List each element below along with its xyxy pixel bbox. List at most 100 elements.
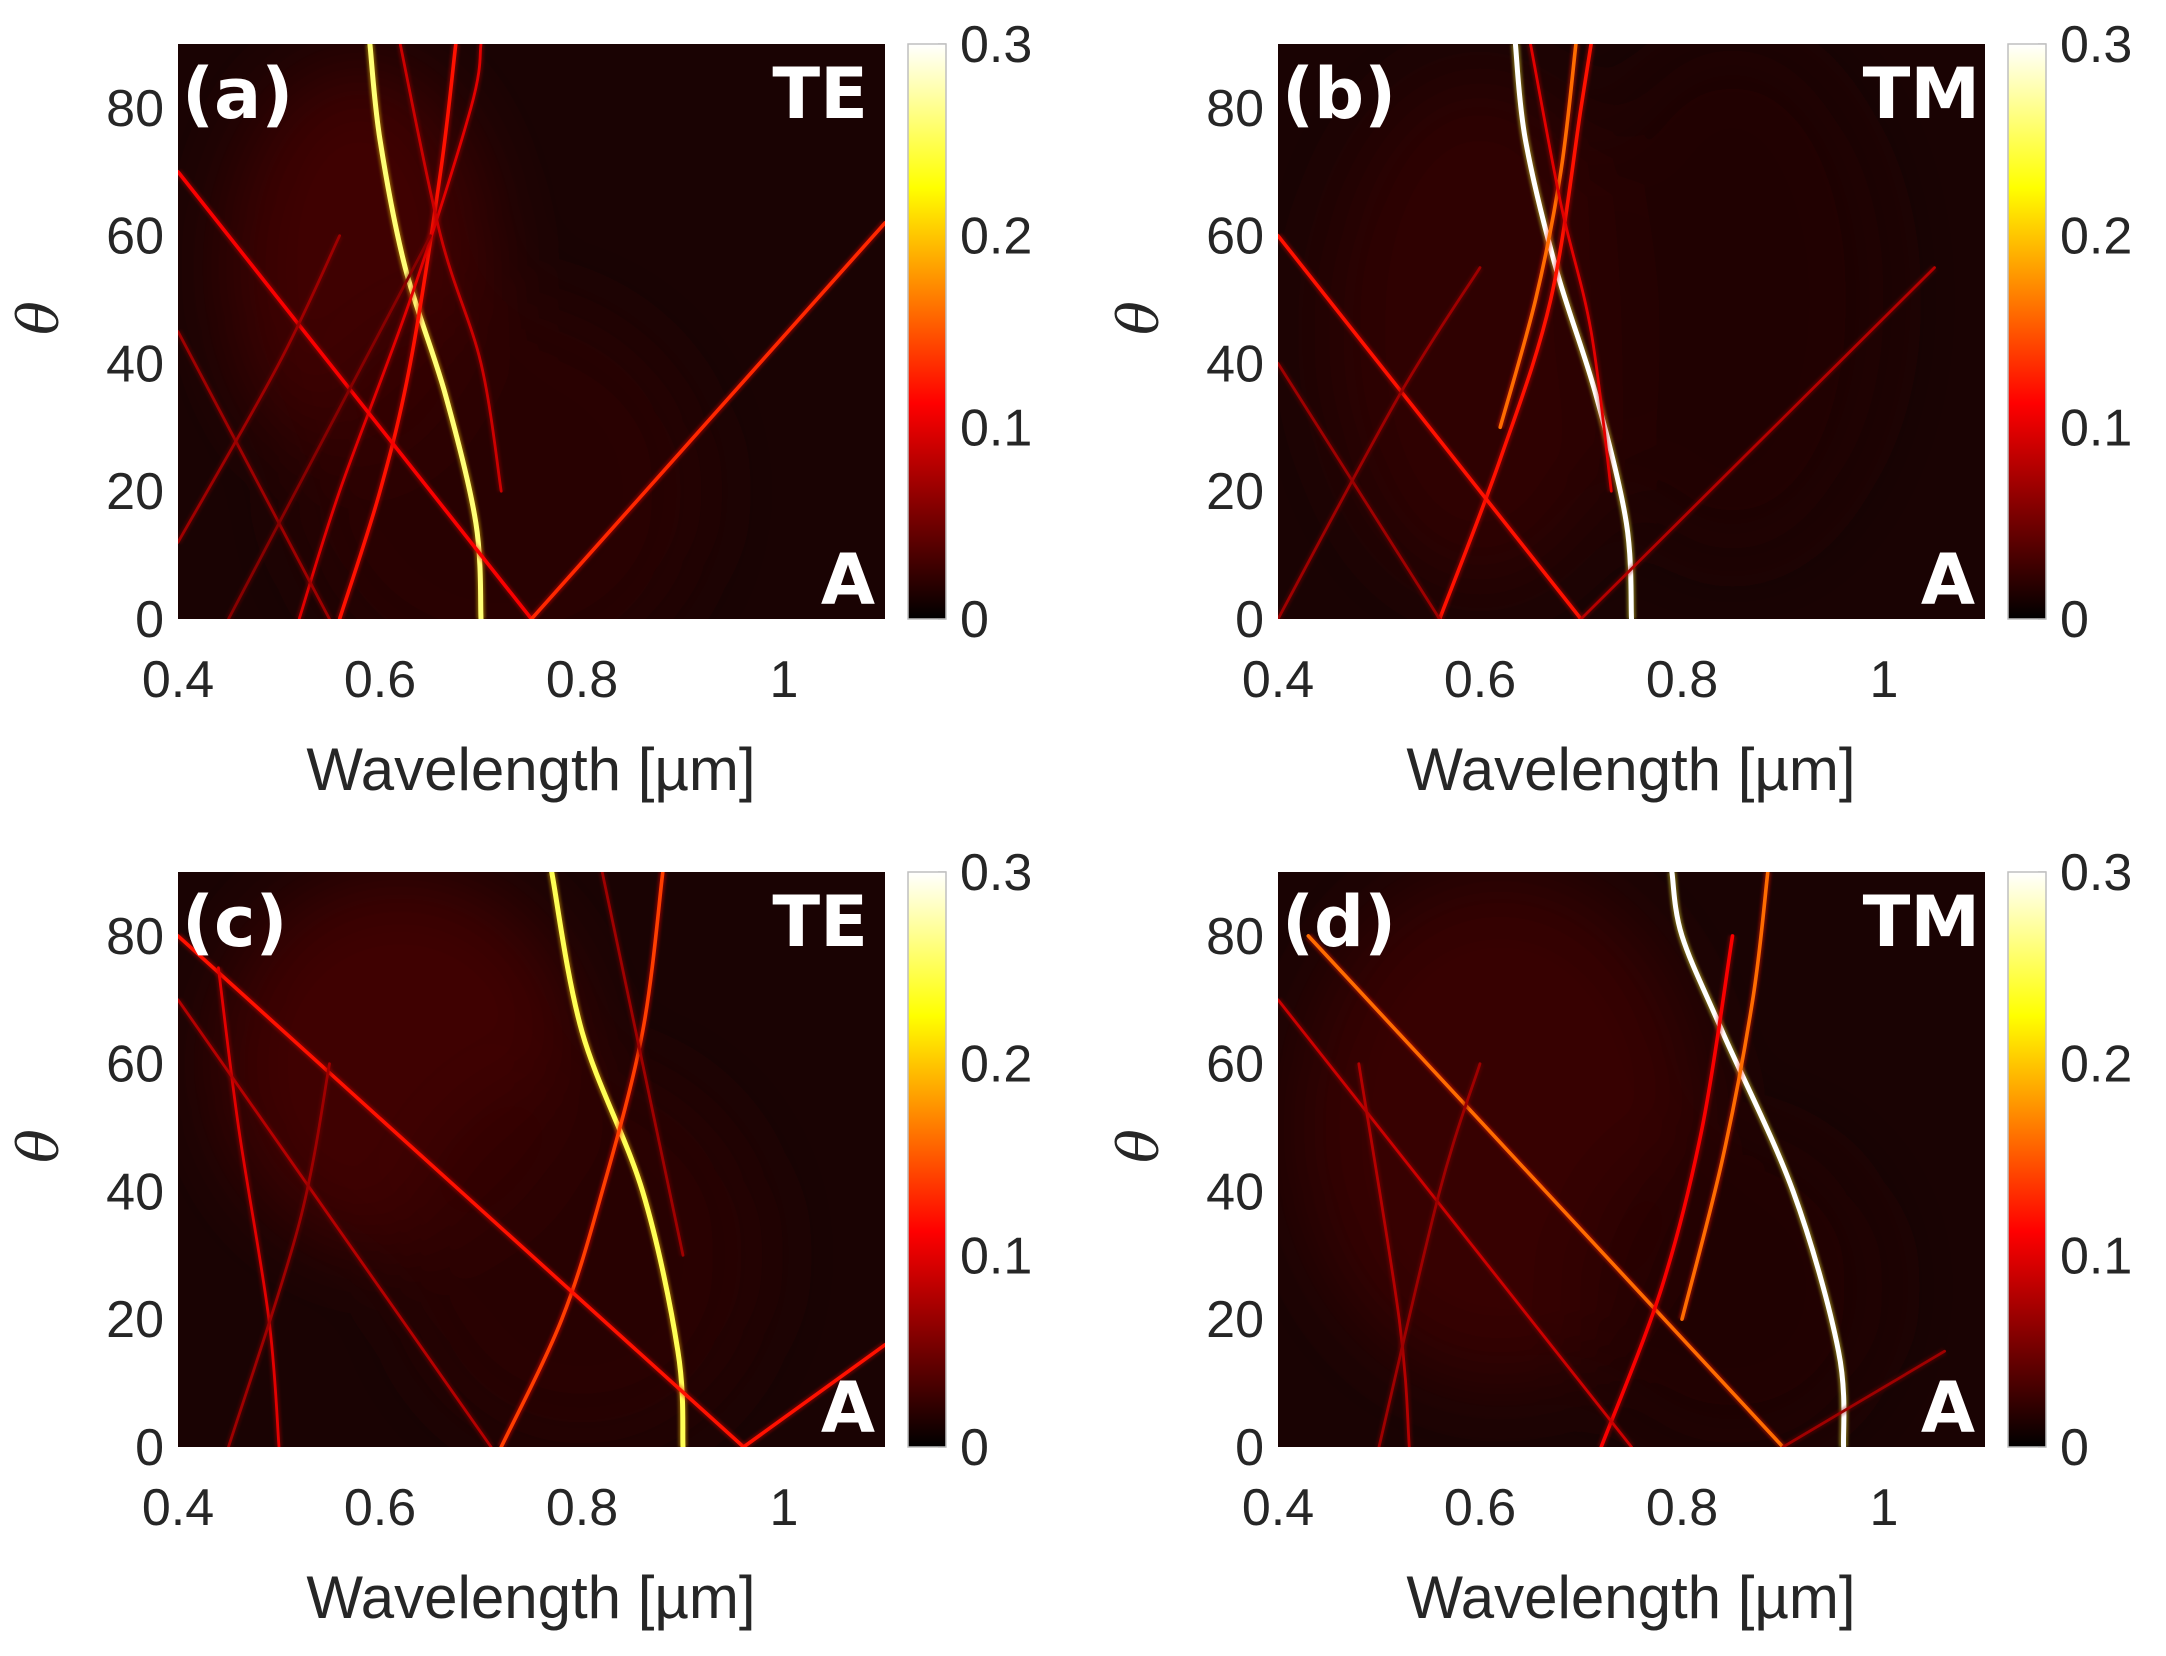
- resonance-curve-diffraction-right: [1578, 265, 1937, 619]
- quantity-label: A: [1921, 539, 1975, 621]
- x-axis-label: Wavelength [µm]: [1406, 1564, 1855, 1631]
- heatmap-chart-b: (b) TM A 0.4 0.6 0.8 1 0 20 40 60 80 0 0.1 0.2 0.3 θ…: [1107, 16, 2132, 803]
- y-tick-label: 40: [106, 335, 164, 393]
- y-tick-label: 60: [106, 208, 164, 266]
- resonance-curve-mode-3: [295, 44, 485, 619]
- colorbar-tick-label: 0.1: [960, 1227, 1032, 1285]
- x-tick-label: 1: [1870, 1479, 1899, 1537]
- panel-label: (d): [1282, 881, 1396, 963]
- colorbar: [907, 43, 947, 620]
- colorbar: [2007, 43, 2047, 620]
- colorbar-tick-label: 0: [960, 1419, 989, 1477]
- colorbar: [2007, 871, 2047, 1448]
- polarization-label: TM: [1863, 881, 1980, 963]
- resonance-curve-mode-5: [1278, 361, 1443, 619]
- resonance-curve-mode-5: [178, 329, 333, 619]
- resonance-curve-mode-4: [1527, 44, 1615, 493]
- background-glow: [1581, 44, 1884, 556]
- resonance-curve-diffraction-left: [1305, 933, 1786, 1447]
- polarization-label: TE: [772, 53, 868, 135]
- resonance-curve-diffraction-right: [1781, 1348, 1947, 1447]
- x-tick-label: 0.8: [546, 651, 618, 709]
- x-tick-label: 0.6: [344, 1479, 416, 1537]
- polarization-label: TM: [1863, 53, 1980, 135]
- resonance-curve-mode-6: [598, 872, 687, 1257]
- colorbar-tick-label: 0: [2060, 591, 2089, 649]
- polarization-label: TE: [772, 881, 868, 963]
- resonance-curve-mode-5: [225, 1062, 333, 1447]
- x-tick-label: 0.4: [142, 1479, 214, 1537]
- x-tick-label: 1: [770, 1479, 799, 1537]
- quantity-label: A: [821, 1367, 875, 1449]
- panel-c: (c) TE A 0.4 0.6 0.8 1 0 20 40 60 80 0 0.1 0.2 0.3 θ…: [0, 828, 1083, 1656]
- panel-a: (a) TE A 0.4 0.6 0.8 1 0 20 40 60 80 0 0.1 0.2 0.3 θ…: [0, 0, 1083, 828]
- resonance-curve-mode-1: [365, 44, 486, 619]
- y-tick-label: 20: [106, 1291, 164, 1349]
- x-tick-label: 0.6: [1444, 1479, 1516, 1537]
- heatmap-chart-d: (d) TM A 0.4 0.6 0.8 1 0 20 40 60 80 0 0.1 0.2 0.3 θ…: [1107, 844, 2132, 1631]
- resonance-curve-mode-2: [1678, 872, 1772, 1321]
- y-tick-label: 80: [1206, 908, 1264, 966]
- y-axis-label: θ: [1107, 301, 1172, 335]
- y-axis-label: θ: [7, 1129, 72, 1163]
- y-tick-label: 80: [106, 908, 164, 966]
- y-tick-label: 40: [1206, 1163, 1264, 1221]
- resonance-curve-mode-5: [1355, 1062, 1413, 1447]
- panel-b: (b) TM A 0.4 0.6 0.8 1 0 20 40 60 80 0 0.1 0.2 0.3 θ…: [1100, 0, 2166, 828]
- panel-label: (b): [1282, 53, 1396, 135]
- colorbar-tick-label: 0.2: [2060, 1036, 2132, 1094]
- heatmap-chart-c: (c) TE A 0.4 0.6 0.8 1 0 20 40 60 80 0 0.1 0.2 0.3 θ…: [7, 844, 1032, 1631]
- x-tick-label: 1: [1870, 651, 1899, 709]
- resonance-curve-diffraction-right: [528, 220, 885, 619]
- resonance-curve-mode-4: [396, 44, 505, 493]
- colorbar-tick-label: 0.2: [960, 1036, 1032, 1094]
- panel-d: (d) TM A 0.4 0.6 0.8 1 0 20 40 60 80 0 0.1 0.2 0.3 θ…: [1100, 828, 2166, 1656]
- y-tick-label: 0: [135, 591, 164, 649]
- x-tick-label: 0.6: [344, 651, 416, 709]
- colorbar-tick-label: 0.3: [2060, 844, 2132, 902]
- resonance-curve-mode-6: [1375, 1062, 1484, 1447]
- background-glow: [1581, 1127, 1884, 1447]
- resonance-curve-diffraction-right: [741, 1341, 885, 1447]
- colorbar-tick-label: 0: [960, 591, 989, 649]
- colorbar-tick-label: 0.3: [2060, 16, 2132, 74]
- x-tick-label: 0.4: [1242, 651, 1314, 709]
- resonance-curve-mode-2: [1496, 44, 1580, 430]
- x-tick-label: 0.8: [546, 1479, 618, 1537]
- heatmap-chart-a: (a) TE A 0.4 0.6 0.8 1 0 20 40 60 80 0 0.1 0.2 0.3 θ…: [7, 16, 1032, 803]
- resonance-curve-mode-3: [215, 966, 283, 1447]
- panel-label: (c): [182, 881, 287, 963]
- resonance-curve-mode-4: [1278, 997, 1635, 1447]
- resonance-curve-mode-1: [1667, 872, 1849, 1447]
- resonance-curve-diffraction-left: [1278, 233, 1584, 619]
- quantity-label: A: [1921, 1367, 1975, 1449]
- colorbar-tick-label: 0.1: [960, 399, 1032, 457]
- y-axis-label: θ: [7, 301, 72, 335]
- colorbar-tick-label: 0.1: [2060, 1227, 2132, 1285]
- resonance-curve-mode-6: [1278, 265, 1483, 619]
- resonance-curve-mode-3: [1436, 44, 1595, 619]
- resonance-curve-diffraction-left: [178, 933, 747, 1447]
- y-tick-label: 20: [106, 463, 164, 521]
- resonance-curve-mode-4: [178, 997, 494, 1447]
- colorbar-tick-label: 0.2: [2060, 208, 2132, 266]
- x-tick-label: 0.6: [1444, 651, 1516, 709]
- y-tick-label: 0: [135, 1419, 164, 1477]
- resonance-curve-diffraction-left: [178, 169, 535, 619]
- x-axis-label: Wavelength [µm]: [306, 736, 755, 803]
- x-tick-label: 0.4: [142, 651, 214, 709]
- x-axis-label: Wavelength [µm]: [306, 1564, 755, 1631]
- resonance-curve-mode-2: [335, 44, 460, 619]
- colorbar-tick-label: 0.2: [960, 208, 1032, 266]
- y-tick-label: 20: [1206, 463, 1264, 521]
- y-tick-label: 40: [106, 1163, 164, 1221]
- colorbar-tick-label: 0: [2060, 1419, 2089, 1477]
- x-axis-label: Wavelength [µm]: [1406, 736, 1855, 803]
- panel-label: (a): [182, 53, 293, 135]
- x-tick-label: 0.4: [1242, 1479, 1314, 1537]
- y-tick-label: 0: [1235, 591, 1264, 649]
- y-tick-label: 40: [1206, 335, 1264, 393]
- y-axis-label: θ: [1107, 1129, 1172, 1163]
- y-tick-label: 80: [1206, 80, 1264, 138]
- resonance-curve-mode-6: [178, 234, 343, 544]
